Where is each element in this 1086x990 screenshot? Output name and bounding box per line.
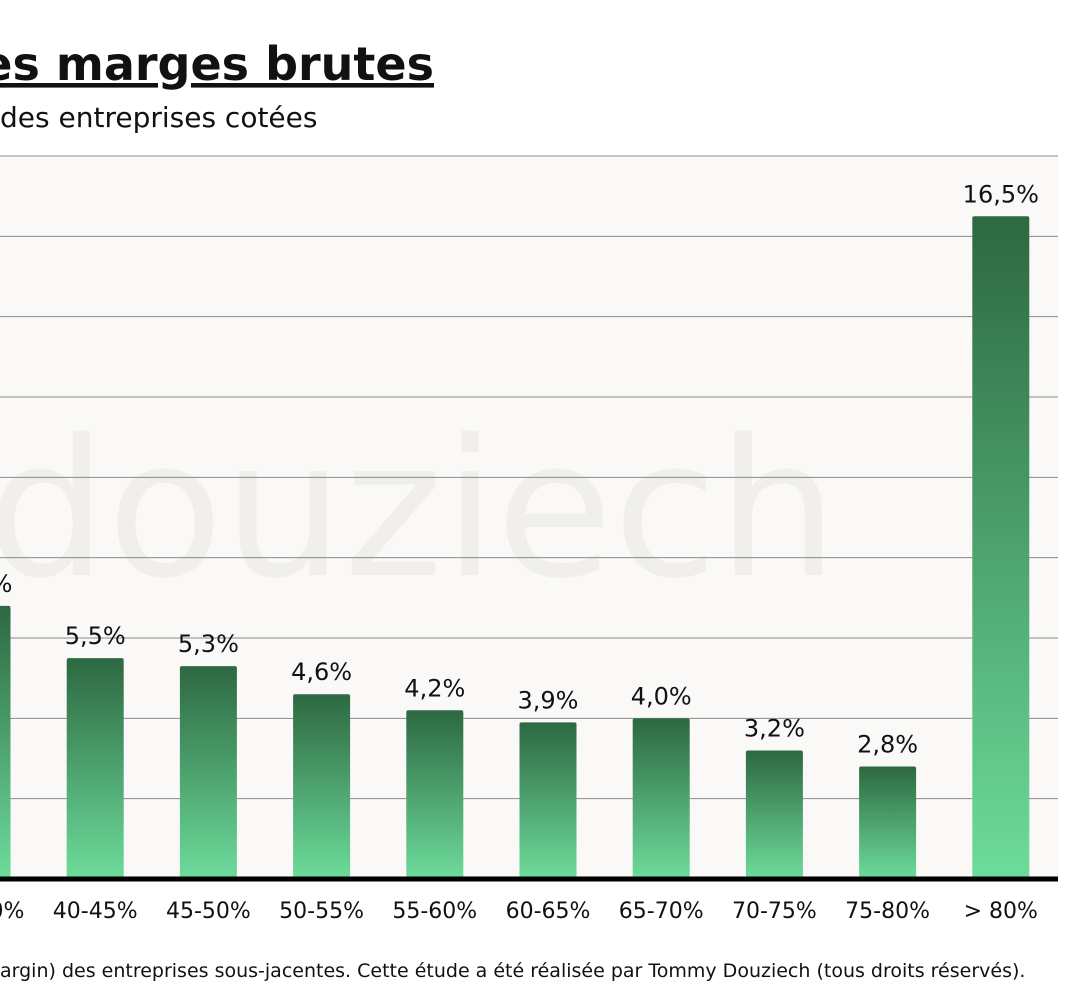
bar [406,710,464,879]
value-label: 4,6% [291,658,352,686]
bar [859,766,917,879]
x-tick-label: 70-75% [732,899,817,924]
bar [519,722,577,879]
x-tick-label: 75-80% [845,899,930,924]
bar [972,216,1030,879]
bar [632,718,690,879]
bar [66,658,124,879]
footnote: argin) des entreprises sous-jacentes. Ce… [0,960,1025,982]
value-label: 5,5% [65,622,126,650]
x-tick-label: 65-70% [619,899,704,924]
bar [745,750,803,879]
x-tick-label: 55-60% [392,899,477,924]
x-tick-label: 60-65% [506,899,591,924]
value-label: 6,8% [0,570,12,598]
x-tick-label: 35-40% [0,899,24,924]
value-label: 3,9% [518,686,579,714]
value-label: 3,2% [744,714,805,742]
value-label: 16,5% [963,180,1039,208]
bar [0,605,11,879]
watermark: ydouziech [0,399,838,620]
value-label: 4,2% [404,674,465,702]
bar [179,666,237,879]
bar [293,694,351,879]
value-label: 2,8% [857,731,918,759]
x-tick-label: 45-50% [166,899,251,924]
value-label: 4,0% [631,682,692,710]
chart-title: es marges brutes [0,37,434,91]
chart-subtitle: des entreprises cotées [0,101,317,134]
value-label: 5,3% [178,630,239,658]
x-tick-label: 50-55% [279,899,364,924]
x-tick-label: > 80% [964,899,1038,924]
x-tick-label: 40-45% [53,899,138,924]
